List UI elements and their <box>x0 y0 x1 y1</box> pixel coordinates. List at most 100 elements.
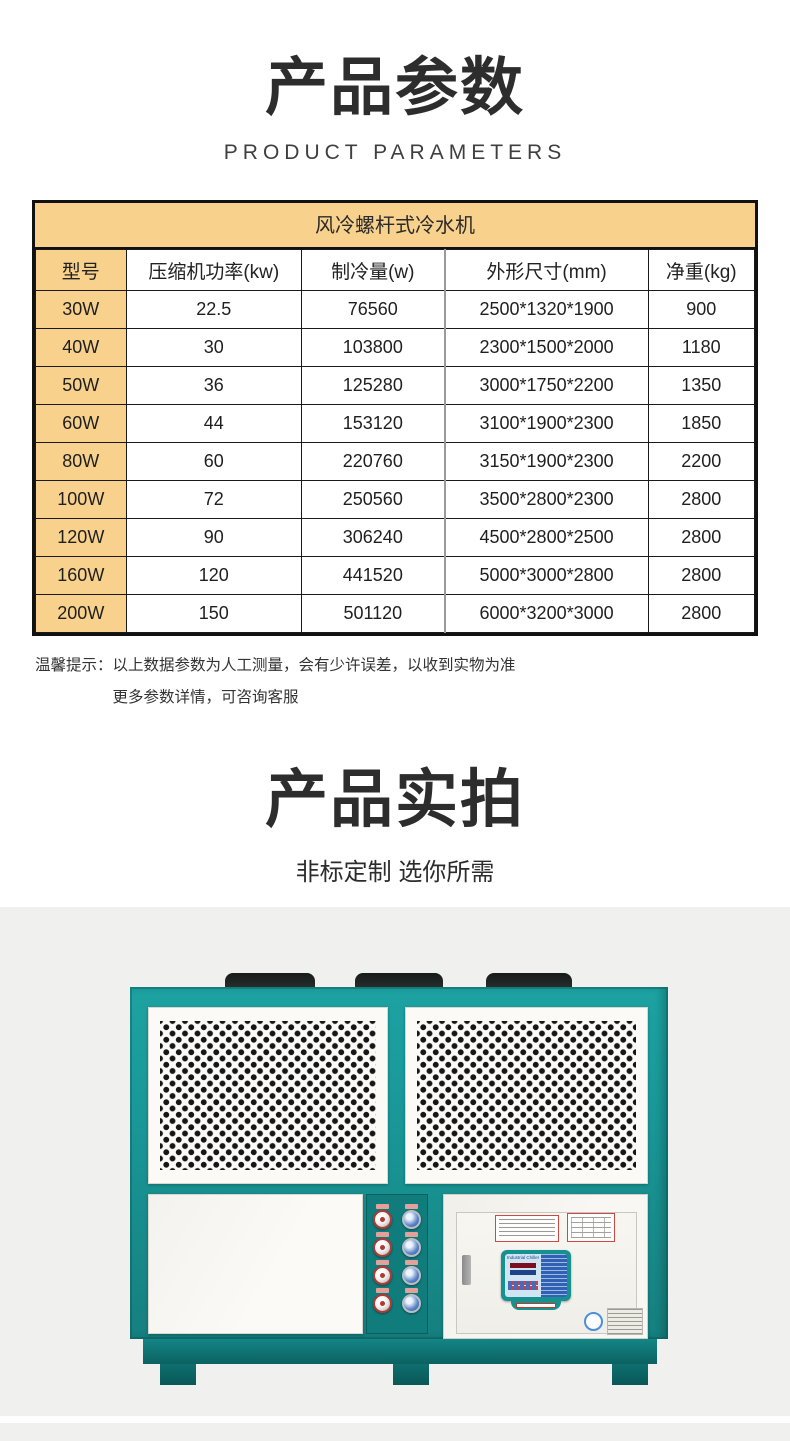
table-cell: 3500*2800*2300 <box>443 480 649 519</box>
gauge-label <box>405 1204 418 1209</box>
sticker-text-lines <box>571 1217 611 1238</box>
table-cell: 153120 <box>301 404 446 443</box>
table-cell: 306240 <box>301 518 446 557</box>
machine-base <box>143 1339 657 1364</box>
column-header: 制冷量(w) <box>301 249 446 291</box>
perforated-panel-right <box>405 1007 648 1184</box>
notice-line-1: 以上数据参数为人工测量，会有少许误差，以收到实物为准 <box>112 657 516 674</box>
pressure-gauge-blue <box>402 1238 421 1257</box>
sticker-text-lines <box>499 1219 555 1238</box>
table-row: 120W 90 306240 4500*2800*2500 2800 <box>35 518 756 557</box>
gauge-label <box>376 1260 389 1265</box>
fan-shroud-2 <box>355 973 443 989</box>
pressure-gauge-blue <box>402 1210 421 1229</box>
column-header: 压缩机功率(kw) <box>125 249 303 291</box>
controller-brand-text: Industrial Chiller <box>506 1255 540 1261</box>
table-cell: 2800 <box>647 518 756 557</box>
table-row: 50W 36 125280 3000*1750*2200 1350 <box>35 366 756 405</box>
table-row: 80W 60 220760 3150*1900*2300 2200 <box>35 442 756 481</box>
gauge-unit <box>373 1288 392 1313</box>
table-cell: 1850 <box>647 404 756 443</box>
table-cell: 1180 <box>647 328 756 367</box>
table-cell: 40W <box>35 328 127 367</box>
notice: 温馨提示： 以上数据参数为人工测量，会有少许误差，以收到实物为准 更多参数详情，… <box>35 650 790 714</box>
gauge-label <box>405 1232 418 1237</box>
table-cell: 441520 <box>301 556 446 595</box>
next-section-edge <box>0 1423 790 1441</box>
gauge-label <box>376 1288 389 1293</box>
machine-foot <box>393 1364 429 1385</box>
fan-shroud-3 <box>486 973 572 989</box>
table-cell: 72 <box>125 480 303 519</box>
table-cell: 120 <box>125 556 303 595</box>
pressure-gauge-red <box>373 1266 392 1285</box>
table-header-row: 型号 压缩机功率(kw) 制冷量(w) 外形尺寸(mm) 净重(kg) <box>35 249 756 291</box>
table-cell: 200W <box>35 594 127 633</box>
controller-digit-display <box>509 1263 536 1268</box>
table-cell: 100W <box>35 480 127 519</box>
table-row: 40W 30 103800 2300*1500*2000 1180 <box>35 328 756 367</box>
chiller-machine-image: Industrial Chiller <box>0 907 790 1416</box>
section-gap <box>0 1416 790 1423</box>
perforation-pattern <box>160 1021 376 1170</box>
gauge-label <box>405 1288 418 1293</box>
machine-cabinet: Industrial Chiller <box>130 987 668 1339</box>
table-cell: 2800 <box>647 594 756 633</box>
table-row: 200W 150 501120 6000*3200*3000 2800 <box>35 594 756 633</box>
column-header: 型号 <box>35 249 127 291</box>
table-cell: 3100*1900*2300 <box>443 404 649 443</box>
table-cell: 2800 <box>647 556 756 595</box>
table-cell: 60W <box>35 404 127 443</box>
gauge-row <box>373 1260 421 1285</box>
table-cell: 22.5 <box>125 290 303 329</box>
gauge-unit <box>373 1232 392 1257</box>
controller-screen: Industrial Chiller <box>505 1254 567 1297</box>
perforation-pattern <box>417 1021 636 1170</box>
parameters-heading: 产品参数 PRODUCT PARAMETERS <box>0 0 790 200</box>
column-header: 外形尺寸(mm) <box>443 249 649 291</box>
gauge-row <box>373 1288 421 1313</box>
notice-line-2: 更多参数详情，可咨询客服 <box>112 689 299 706</box>
table-cell: 3000*1750*2200 <box>443 366 649 405</box>
table-cell: 50W <box>35 366 127 405</box>
table-cell: 2800 <box>647 480 756 519</box>
door-handle <box>462 1255 471 1285</box>
page-subtitle-en: PRODUCT PARAMETERS <box>223 141 567 164</box>
table-cell: 900 <box>647 290 756 329</box>
pressure-gauge-red <box>373 1210 392 1229</box>
photos-subtitle: 非标定制 选你所需 <box>295 859 495 886</box>
gauge-unit <box>402 1232 421 1257</box>
controller-tab <box>511 1301 561 1310</box>
table-cell: 80W <box>35 442 127 481</box>
table-cell: 220760 <box>301 442 446 481</box>
gauge-unit <box>373 1260 392 1285</box>
spec-sticker <box>567 1213 615 1242</box>
gauge-label <box>376 1232 389 1237</box>
table-cell: 44 <box>125 404 303 443</box>
table-cell: 103800 <box>301 328 446 367</box>
pressure-gauge-red <box>373 1294 392 1313</box>
table-cell: 250560 <box>301 480 446 519</box>
lower-blank-panel <box>148 1194 363 1334</box>
controller-list-screen <box>540 1254 567 1297</box>
column-header: 净重(kg) <box>647 249 756 291</box>
table-cell: 36 <box>125 366 303 405</box>
gauge-column <box>366 1194 428 1334</box>
table-cell: 125280 <box>301 366 446 405</box>
table-row: 60W 44 153120 3100*1900*2300 1850 <box>35 404 756 443</box>
machine-foot <box>612 1364 648 1385</box>
controller-panel: Industrial Chiller <box>505 1254 541 1297</box>
nameplate <box>607 1308 643 1335</box>
table-cell: 4500*2800*2500 <box>443 518 649 557</box>
table-cell: 90 <box>125 518 303 557</box>
notice-label: 温馨提示： <box>35 657 113 674</box>
control-door: Industrial Chiller <box>443 1194 648 1339</box>
table-cell: 150 <box>125 594 303 633</box>
table-title: 风冷螺杆式冷水机 <box>35 203 755 249</box>
photos-heading: 产品实拍 非标定制 选你所需 <box>0 758 790 890</box>
notice-text: 以上数据参数为人工测量，会有少许误差，以收到实物为准 更多参数详情，可咨询客服 <box>113 650 790 714</box>
table-cell: 2500*1320*1900 <box>443 290 649 329</box>
parameters-grid: 型号 压缩机功率(kw) 制冷量(w) 外形尺寸(mm) 净重(kg) 30W 22.5 7… <box>35 249 756 633</box>
gauge-unit <box>402 1204 421 1229</box>
table-cell: 1350 <box>647 366 756 405</box>
